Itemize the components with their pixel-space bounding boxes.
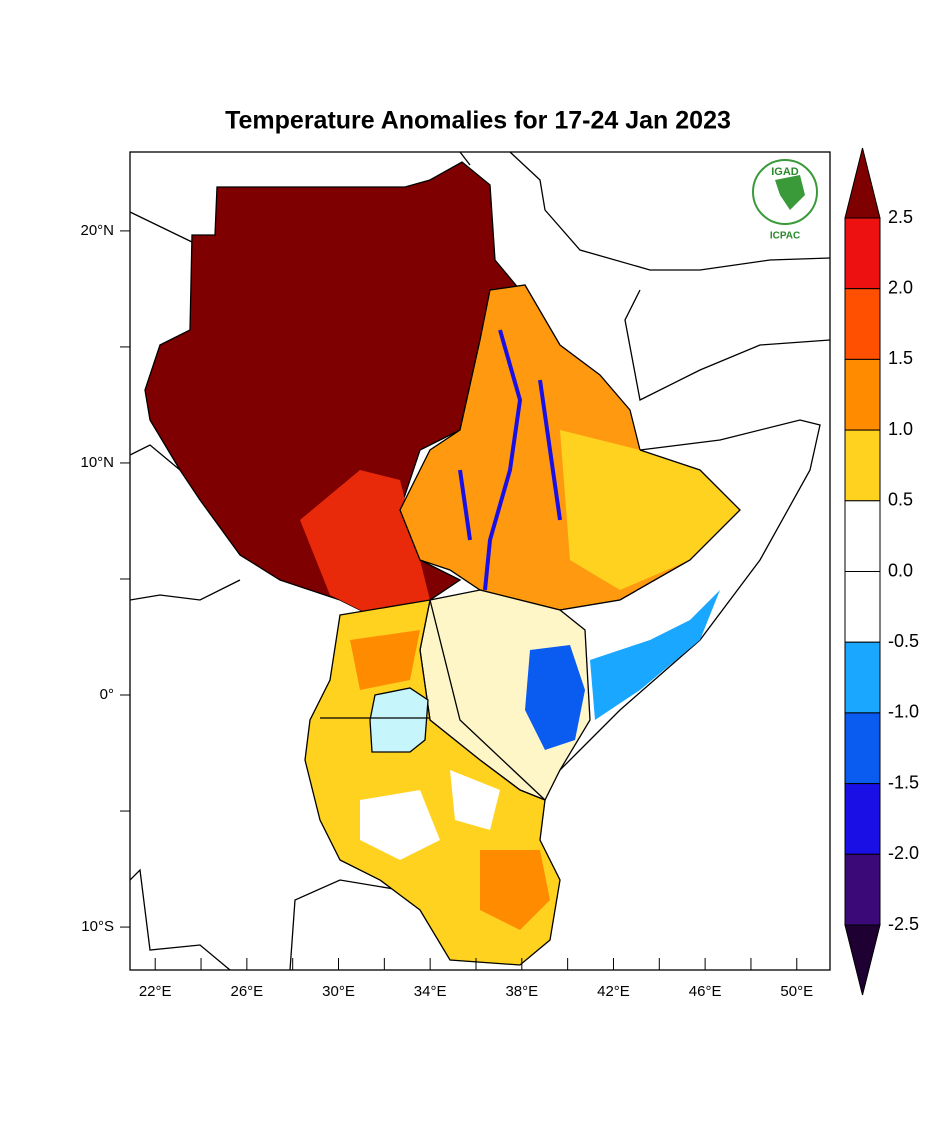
colorbar-box — [844, 288, 881, 360]
map-frame — [129, 151, 831, 971]
colorbar-label: -1.0 — [888, 702, 919, 722]
x-tick-label: 46°E — [689, 983, 722, 1000]
region-southern-neutral — [360, 770, 500, 860]
x-tick-label: 30°E — [322, 983, 355, 1000]
map-title: Temperature Anomalies for 17-24 Jan 2023 — [225, 107, 731, 135]
y-tick-label: 10°N — [80, 454, 114, 471]
colorbar-top — [844, 147, 881, 219]
region-kenya-cold — [525, 645, 585, 750]
colorbar-box — [844, 358, 881, 431]
colorbar-label: 1.0 — [888, 419, 913, 439]
colorbar-label: 2.0 — [888, 277, 913, 297]
y-tick-label: 10°S — [81, 918, 114, 935]
logo-text: IGAD — [771, 166, 799, 178]
region-south-sudan-warm — [300, 470, 430, 615]
region-somalia-cool — [590, 590, 720, 720]
x-tick-label: 26°E — [231, 983, 264, 1000]
x-tick-label: 34°E — [414, 983, 447, 1000]
colorbar-box — [844, 853, 881, 926]
colorbar-box — [844, 500, 881, 572]
x-tick-label: 50°E — [780, 983, 813, 1000]
lake-victoria — [369, 687, 429, 753]
map-area — [130, 152, 830, 970]
colorbar-box — [844, 571, 881, 643]
x-tick-label: 42°E — [597, 983, 630, 1000]
region-sudan — [144, 161, 521, 616]
country-outline — [130, 152, 830, 970]
colorbar-label: 1.5 — [888, 348, 913, 368]
colorbar-label: -2.5 — [888, 914, 919, 934]
y-tick-label: 20°N — [80, 222, 114, 239]
colorbar-box — [844, 783, 881, 855]
colorbar-box — [844, 712, 881, 785]
logo-text: ICPAC — [770, 231, 800, 242]
colorbar-box — [844, 217, 881, 290]
colorbar-label: 0.0 — [888, 560, 913, 580]
colorbar-bottom — [844, 924, 881, 996]
colorbar-box — [844, 429, 881, 502]
colorbar-label: -1.5 — [888, 772, 919, 792]
border-line — [320, 599, 546, 801]
colorbar-label: 2.5 — [888, 207, 913, 227]
x-tick-label: 22°E — [139, 983, 172, 1000]
colorbar-label: 0.5 — [888, 490, 913, 510]
logo: IGAD ICPAC — [752, 159, 818, 242]
x-tick-label: 38°E — [505, 983, 538, 1000]
colorbar-box — [844, 641, 881, 714]
logo-map — [775, 175, 805, 210]
y-tick-label: 0° — [100, 686, 114, 703]
region-highlands-cold — [458, 329, 562, 591]
region-ethiopia-east — [560, 430, 740, 590]
colorbar-label: -2.0 — [888, 843, 919, 863]
region-southern-warm — [350, 630, 550, 930]
colorbar-label: -0.5 — [888, 631, 919, 651]
